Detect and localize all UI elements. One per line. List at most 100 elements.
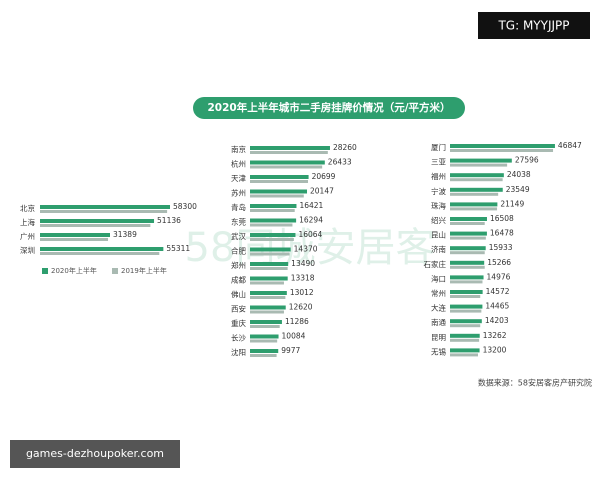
bar bbox=[450, 265, 485, 269]
category-label: 绍兴 bbox=[431, 215, 446, 225]
category-label: 广州 bbox=[20, 231, 35, 241]
bar bbox=[40, 205, 171, 209]
bar bbox=[250, 291, 287, 295]
bar bbox=[40, 210, 168, 213]
bar bbox=[450, 309, 482, 313]
bar bbox=[250, 204, 297, 208]
value-label: 14976 bbox=[487, 272, 511, 281]
category-label: 天津 bbox=[231, 174, 246, 183]
value-label: 14203 bbox=[485, 316, 509, 325]
bar bbox=[450, 333, 480, 338]
value-label: 23549 bbox=[506, 185, 530, 194]
category-label: 无锡 bbox=[431, 347, 446, 356]
bar bbox=[250, 334, 279, 339]
bar bbox=[40, 252, 160, 255]
value-label: 21149 bbox=[500, 199, 524, 208]
category-label: 厦门 bbox=[431, 143, 446, 152]
category-label: 宁波 bbox=[431, 186, 446, 196]
category-label: 郑州 bbox=[231, 260, 246, 270]
value-label: 12620 bbox=[289, 303, 313, 312]
bar bbox=[250, 305, 286, 310]
bar bbox=[40, 247, 164, 251]
bar bbox=[450, 217, 487, 221]
bar bbox=[250, 233, 296, 237]
category-label: 东莞 bbox=[231, 217, 246, 227]
bar bbox=[450, 163, 508, 167]
category-label: 成都 bbox=[231, 275, 246, 285]
value-label: 15933 bbox=[489, 243, 513, 252]
value-label: 16294 bbox=[299, 216, 323, 225]
footer-box bbox=[10, 440, 180, 468]
category-label: 南通 bbox=[431, 317, 446, 327]
value-label: 16064 bbox=[298, 230, 322, 239]
bar bbox=[450, 207, 498, 211]
bar bbox=[250, 223, 293, 227]
bar bbox=[450, 192, 499, 196]
bar bbox=[450, 231, 487, 236]
footer-link[interactable]: games-dezhoupoker.com bbox=[26, 447, 164, 460]
bar bbox=[450, 304, 483, 309]
bar bbox=[250, 218, 297, 223]
value-label: 16421 bbox=[299, 201, 323, 210]
legend-label: 2019年上半年 bbox=[121, 266, 167, 275]
legend-label: 2020年上半年 bbox=[51, 266, 97, 275]
category-label: 武汉 bbox=[231, 231, 246, 241]
bar bbox=[250, 194, 304, 198]
category-label: 昆山 bbox=[431, 230, 446, 240]
bar bbox=[450, 353, 478, 357]
category-label: 石家庄 bbox=[424, 259, 447, 269]
bar bbox=[250, 320, 282, 324]
bar bbox=[250, 325, 280, 328]
category-label: 沈阳 bbox=[231, 347, 246, 357]
bar bbox=[250, 180, 309, 183]
bar bbox=[450, 173, 504, 178]
category-label: 西安 bbox=[231, 304, 246, 314]
bar bbox=[250, 175, 309, 179]
bar bbox=[450, 260, 485, 265]
bar bbox=[450, 251, 485, 255]
bar bbox=[450, 246, 486, 251]
value-label: 10084 bbox=[282, 332, 306, 341]
bar bbox=[450, 236, 486, 240]
badge: TG: MYYJJPP bbox=[497, 19, 569, 33]
bar bbox=[250, 354, 277, 357]
bar bbox=[450, 295, 481, 298]
category-label: 南京 bbox=[231, 144, 246, 154]
bar bbox=[450, 338, 480, 342]
category-label: 苏州 bbox=[231, 188, 246, 198]
category-label: 珠海 bbox=[431, 200, 446, 210]
value-label: 13200 bbox=[483, 345, 507, 354]
value-label: 16478 bbox=[490, 229, 514, 238]
category-label: 三亚 bbox=[431, 158, 446, 167]
bar bbox=[40, 238, 109, 241]
bar bbox=[250, 151, 328, 154]
legend-swatch bbox=[112, 268, 118, 274]
value-label: 11286 bbox=[285, 317, 309, 326]
bar bbox=[250, 267, 288, 270]
bar bbox=[250, 247, 291, 252]
value-label: 15266 bbox=[487, 258, 511, 267]
bar bbox=[450, 222, 485, 225]
value-label: 14370 bbox=[294, 245, 318, 254]
bar bbox=[450, 348, 480, 353]
bar bbox=[250, 296, 286, 299]
value-label: 13318 bbox=[291, 274, 315, 283]
value-label: 55311 bbox=[166, 244, 190, 253]
bar bbox=[250, 276, 288, 281]
value-label: 16508 bbox=[490, 214, 514, 223]
bar bbox=[450, 275, 484, 280]
value-label: 20147 bbox=[310, 187, 334, 196]
bar bbox=[250, 339, 278, 343]
bar bbox=[450, 149, 554, 152]
category-label: 青岛 bbox=[231, 202, 246, 212]
title-pill bbox=[193, 97, 465, 119]
bar bbox=[250, 238, 294, 241]
value-label: 20699 bbox=[312, 172, 336, 181]
bar bbox=[250, 160, 325, 165]
value-label: 14465 bbox=[485, 302, 509, 311]
category-label: 福州 bbox=[431, 172, 446, 181]
bar bbox=[450, 319, 482, 324]
value-label: 14572 bbox=[486, 287, 510, 296]
